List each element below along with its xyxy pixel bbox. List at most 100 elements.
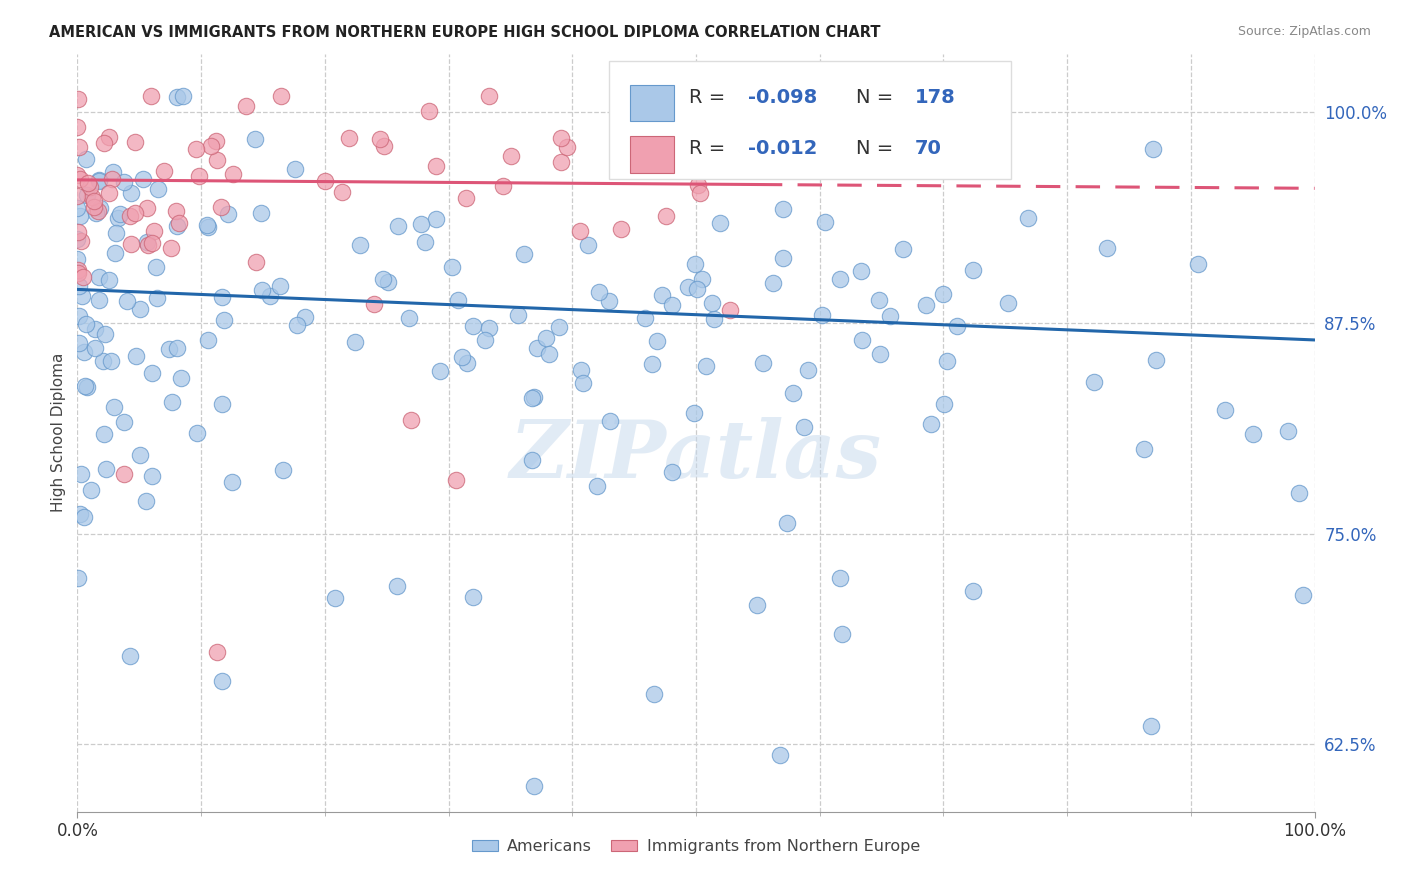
Point — [107, 211, 129, 225]
Point — [66, 252, 89, 267]
Point — [120, 186, 142, 200]
Point — [690, 272, 713, 286]
Point — [124, 136, 146, 150]
Point — [337, 131, 360, 145]
Point — [1083, 375, 1105, 389]
Point — [243, 132, 266, 146]
Text: 70: 70 — [915, 139, 942, 159]
Point — [67, 309, 90, 323]
Point — [323, 591, 346, 606]
Point — [217, 207, 239, 221]
Point — [935, 353, 957, 368]
Point — [920, 417, 942, 431]
Point — [97, 129, 120, 144]
Point — [157, 342, 180, 356]
Text: R =: R = — [689, 87, 731, 107]
Point — [932, 287, 955, 301]
Point — [501, 149, 523, 163]
Point — [101, 171, 124, 186]
Point — [77, 176, 100, 190]
Point — [143, 224, 166, 238]
Text: 178: 178 — [915, 87, 956, 107]
Point — [75, 317, 97, 331]
Point — [444, 473, 467, 487]
Point — [962, 583, 984, 598]
Point — [76, 188, 98, 202]
Point — [66, 189, 89, 203]
Point — [425, 211, 447, 226]
Point — [814, 215, 837, 229]
Point — [418, 103, 440, 118]
Point — [211, 673, 233, 688]
Point — [186, 142, 208, 156]
Point — [72, 269, 94, 284]
Point — [118, 649, 141, 664]
Point — [513, 247, 536, 261]
Point — [200, 139, 222, 153]
Point — [93, 136, 115, 151]
Point — [526, 341, 548, 355]
Point — [67, 335, 90, 350]
Point — [641, 357, 664, 371]
Point — [413, 235, 436, 249]
Point — [169, 371, 191, 385]
Text: Source: ZipAtlas.com: Source: ZipAtlas.com — [1237, 25, 1371, 38]
Point — [772, 202, 794, 216]
Point — [207, 645, 229, 659]
Point — [108, 207, 131, 221]
Point — [450, 351, 472, 365]
Point — [117, 293, 139, 308]
Point — [204, 135, 226, 149]
Legend: Americans, Immigrants from Northern Europe: Americans, Immigrants from Northern Euro… — [465, 833, 927, 861]
Point — [700, 296, 723, 310]
Point — [1144, 353, 1167, 368]
Point — [1133, 442, 1156, 456]
Point — [83, 194, 105, 208]
Text: ZIPatlas: ZIPatlas — [510, 417, 882, 494]
Point — [66, 120, 89, 134]
Point — [104, 246, 127, 260]
Point — [136, 201, 159, 215]
Point — [689, 186, 711, 200]
Point — [269, 279, 291, 293]
Point — [98, 273, 121, 287]
Point — [103, 400, 125, 414]
Point — [75, 379, 97, 393]
Point — [70, 235, 93, 249]
Point — [66, 201, 89, 215]
Point — [425, 159, 447, 173]
Point — [703, 311, 725, 326]
Point — [997, 296, 1019, 310]
Point — [120, 209, 142, 223]
Point — [259, 289, 281, 303]
Point — [66, 266, 89, 280]
Point — [79, 483, 101, 498]
Text: -0.098: -0.098 — [748, 87, 817, 107]
Point — [1277, 424, 1299, 438]
Point — [285, 318, 308, 332]
Point — [100, 354, 122, 368]
Point — [782, 385, 804, 400]
Point — [284, 161, 307, 176]
Point — [76, 380, 98, 394]
Point — [537, 347, 560, 361]
Point — [197, 218, 219, 232]
Point — [87, 172, 110, 186]
Point — [1292, 588, 1315, 602]
Text: N =: N = — [856, 87, 898, 107]
FancyBboxPatch shape — [609, 62, 1011, 178]
Point — [945, 318, 967, 333]
Point — [373, 139, 395, 153]
Point — [1213, 403, 1236, 417]
Point — [94, 326, 117, 341]
Point — [141, 367, 163, 381]
Point — [520, 392, 543, 406]
Point — [212, 313, 235, 327]
Point — [128, 302, 150, 317]
Point — [89, 269, 111, 284]
Point — [831, 626, 853, 640]
Point — [461, 318, 484, 333]
Point — [441, 260, 464, 274]
Point — [370, 132, 392, 146]
Point — [245, 254, 267, 268]
